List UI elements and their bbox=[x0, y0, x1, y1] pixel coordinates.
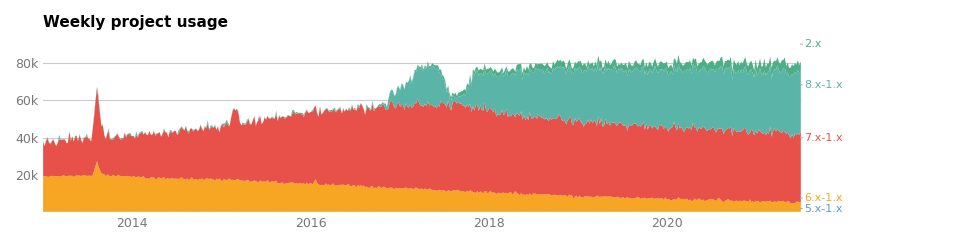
Text: 5.x-1.x: 5.x-1.x bbox=[804, 204, 842, 214]
Text: 8.x-1.x: 8.x-1.x bbox=[804, 80, 842, 90]
Text: 6.x-1.x: 6.x-1.x bbox=[804, 193, 842, 203]
Text: 2.x: 2.x bbox=[804, 39, 821, 49]
Text: 7.x-1.x: 7.x-1.x bbox=[804, 133, 842, 143]
Text: Weekly project usage: Weekly project usage bbox=[43, 15, 228, 30]
